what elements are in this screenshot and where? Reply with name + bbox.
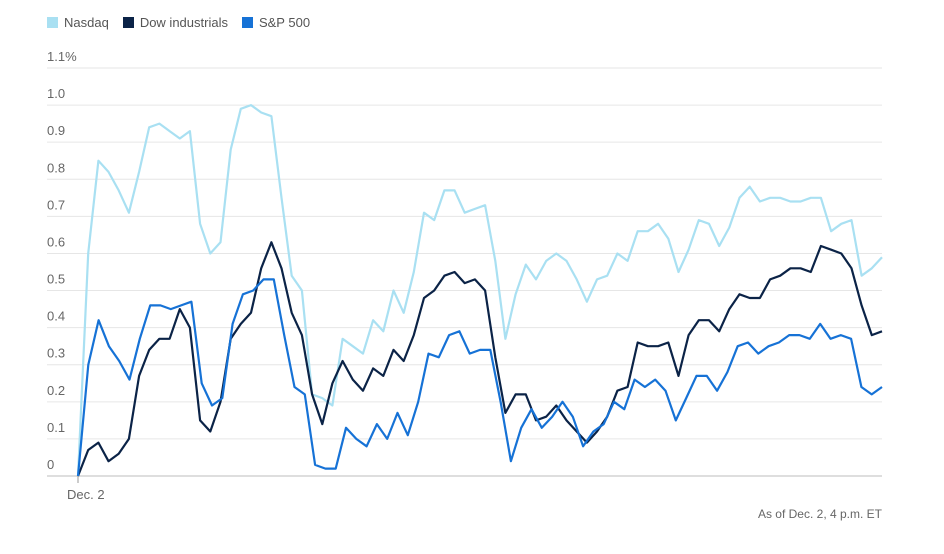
- y-tick-label: 0.1: [47, 420, 65, 435]
- legend-swatch-nasdaq: [47, 17, 58, 28]
- timestamp-note: As of Dec. 2, 4 p.m. ET: [757, 507, 882, 521]
- y-tick-label: 0.5: [47, 272, 65, 287]
- series-line-s-p-500: [76, 278, 883, 477]
- y-tick-label: 0.4: [47, 309, 65, 324]
- y-tick-label: 1.0: [47, 86, 65, 101]
- legend-swatch-dow: [122, 17, 134, 28]
- y-tick-label: 0.6: [47, 234, 65, 249]
- y-tick-label: 0: [47, 457, 54, 472]
- legend-item-dow: Dow industrials: [122, 15, 228, 30]
- legend-item-nasdaq: Nasdaq: [47, 15, 109, 30]
- y-tick-label: 1.1%: [47, 49, 77, 64]
- legend-label-sp500: S&P 500: [258, 15, 311, 30]
- x-axis: Dec. 2: [67, 476, 105, 502]
- y-tick-label: 0.9: [47, 123, 65, 138]
- legend-swatch-sp500: [241, 17, 253, 28]
- series-line-nasdaq: [76, 103, 883, 477]
- grid-lines: [47, 67, 882, 477]
- chart-legend: Nasdaq Dow industrials S&P 500: [47, 15, 310, 30]
- legend-label-dow: Dow industrials: [139, 15, 228, 30]
- series-lines: [76, 103, 883, 477]
- legend-label-nasdaq: Nasdaq: [64, 15, 109, 30]
- y-tick-label: 0.3: [47, 346, 65, 361]
- y-tick-label: 0.8: [47, 160, 65, 175]
- series-line-dow-industrials: [76, 241, 883, 477]
- legend-item-sp500: S&P 500: [241, 15, 311, 30]
- y-axis-labels: 0 0.1 0.2 0.3 0.4 0.5 0.6 0.7 0.8 0.9 1.0 1.1%: [47, 49, 77, 472]
- y-tick-label: 0.2: [47, 383, 65, 398]
- y-tick-label: 0.7: [47, 197, 65, 212]
- x-tick-label: Dec. 2: [67, 487, 105, 502]
